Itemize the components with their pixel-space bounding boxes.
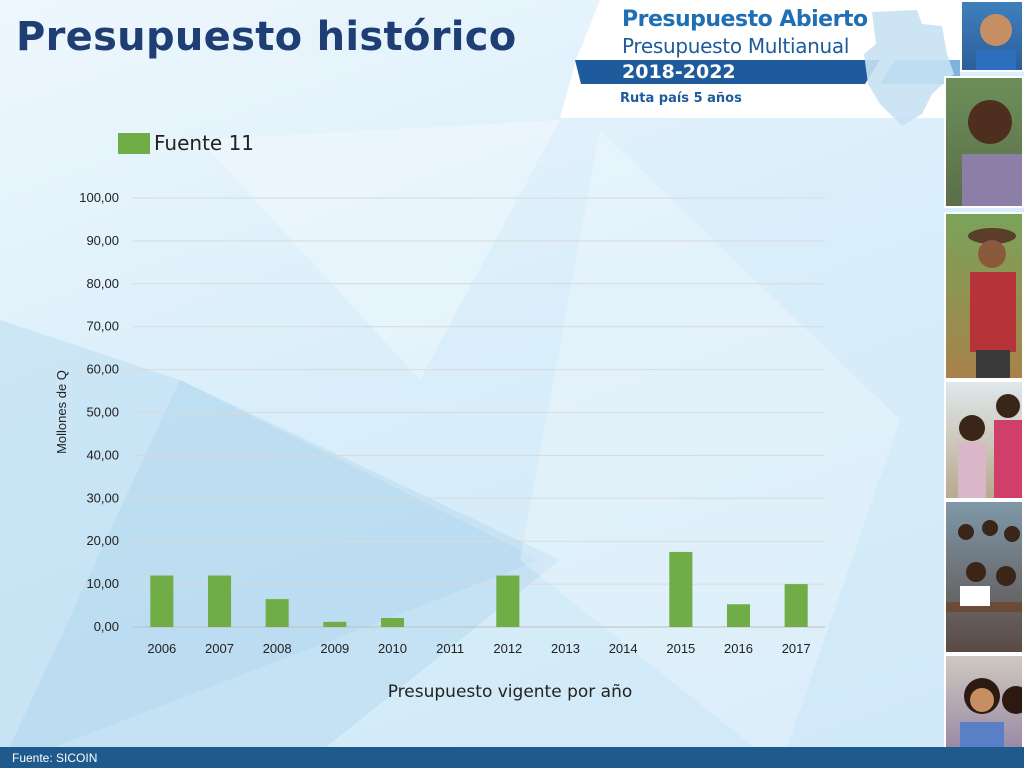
bar-2017	[784, 584, 808, 627]
y-tick-label: 10,00	[86, 576, 119, 591]
banner-years: 2018-2022	[622, 61, 736, 83]
x-axis-ticks: 2006 2007 2008 2009 2010 2011 2012 2013 2014 2015…	[147, 641, 810, 656]
y-tick-label: 60,00	[86, 362, 119, 377]
bar-2008	[265, 599, 289, 627]
bars	[150, 551, 808, 627]
y-tick-label: 0,00	[94, 619, 119, 634]
y-tick-label: 30,00	[86, 490, 119, 505]
footer-bar	[0, 747, 1024, 768]
legend-swatch	[118, 132, 150, 154]
bar-2009	[323, 621, 347, 627]
x-tick-label: 2011	[436, 641, 464, 656]
legend: Fuente 11	[118, 131, 254, 155]
page-title: Presupuesto histórico	[16, 14, 517, 60]
y-tick-label: 100,00	[79, 190, 119, 205]
x-tick-label: 2009	[320, 641, 349, 656]
banner-subtitle: Presupuesto Multianual	[622, 34, 850, 58]
y-axis-title: Mollones de Q	[54, 370, 69, 454]
x-tick-label: 2015	[666, 641, 695, 656]
y-tick-label: 50,00	[86, 405, 119, 420]
bar-2012	[496, 575, 520, 627]
y-tick-label: 40,00	[86, 447, 119, 462]
bar-2015	[669, 551, 693, 627]
bar-2016	[726, 604, 751, 627]
y-axis-ticks: 0,00 10,00 20,00 30,00 40,00 50,00 60,00 70,00 8…	[79, 190, 119, 634]
footer-source: Fuente: SICOIN	[12, 751, 98, 765]
bar-2006	[150, 575, 174, 627]
x-axis-title: Presupuesto vigente por año	[387, 682, 633, 702]
x-tick-label: 2013	[551, 641, 580, 656]
bar-2007	[207, 575, 232, 627]
y-tick-label: 20,00	[86, 533, 119, 548]
map-icon	[864, 10, 954, 126]
y-tick-label: 80,00	[86, 276, 119, 291]
y-tick-label: 70,00	[86, 319, 119, 334]
x-tick-label: 2006	[147, 641, 176, 656]
photo-farmer	[944, 212, 1024, 380]
photo-child-1	[960, 0, 1024, 72]
x-tick-label: 2014	[609, 641, 638, 656]
photo-classroom	[944, 500, 1024, 654]
x-tick-label: 2017	[782, 641, 811, 656]
gridlines	[133, 197, 825, 628]
x-tick-label: 2010	[378, 641, 407, 656]
bar-2010	[380, 617, 405, 627]
x-tick-label: 2012	[493, 641, 522, 656]
x-tick-label: 2008	[263, 641, 292, 656]
banner-title: Presupuesto Abierto	[622, 7, 868, 32]
photo-children-group	[944, 380, 1024, 500]
x-tick-label: 2007	[205, 641, 234, 656]
y-tick-label: 90,00	[86, 233, 119, 248]
legend-label: Fuente 11	[154, 131, 255, 155]
banner-route: Ruta país 5 años	[620, 91, 742, 106]
x-tick-label: 2016	[724, 641, 753, 656]
photo-child-2	[944, 76, 1024, 208]
photo-strip	[912, 0, 1024, 768]
